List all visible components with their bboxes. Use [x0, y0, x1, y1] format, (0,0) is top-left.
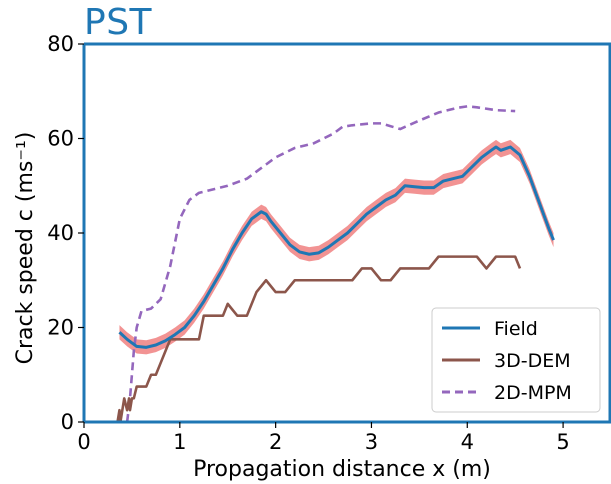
x-tick-label: 5 — [556, 430, 569, 454]
y-tick-label: 40 — [47, 221, 74, 245]
series-group — [116, 105, 555, 422]
y-axis-label: Crack speed c (ms⁻¹) — [13, 132, 38, 365]
x-tick-label: 0 — [77, 430, 90, 454]
legend: Field 3D-DEM 2D-MPM — [431, 307, 601, 413]
legend-label-3d-dem: 3D-DEM — [494, 350, 571, 372]
axes-frame — [82, 42, 611, 424]
y-tick-label: 20 — [47, 316, 74, 340]
y-tick-label: 0 — [61, 410, 74, 434]
chart-title: PST — [84, 2, 153, 43]
plot-layer — [116, 105, 555, 422]
x-tick-label: 4 — [461, 430, 474, 454]
x-tick-label: 3 — [365, 430, 378, 454]
series-line-2d-mpm — [125, 105, 516, 422]
legend-box — [431, 307, 601, 413]
legend-label-field: Field — [494, 318, 538, 340]
series-band-field — [119, 139, 554, 355]
x-axis-label: Propagation distance x (m) — [193, 457, 491, 482]
x-tick-label: 2 — [269, 430, 282, 454]
axis-ticks: 0 1 2 3 4 5 0 20 40 60 80 — [47, 32, 570, 454]
y-tick-label: 60 — [47, 127, 74, 151]
legend-label-2d-mpm: 2D-MPM — [494, 382, 572, 404]
series-line-field — [118, 145, 555, 349]
y-tick-label: 80 — [47, 32, 74, 56]
series-line-3d-dem — [116, 255, 522, 422]
x-tick-label: 1 — [173, 430, 186, 454]
